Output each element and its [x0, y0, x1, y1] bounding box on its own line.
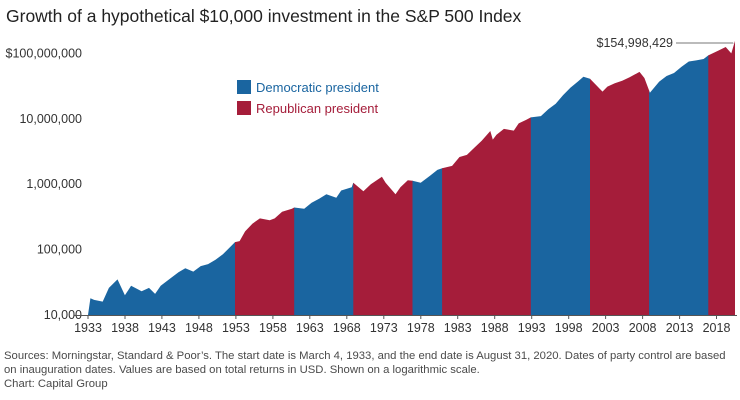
legend: Democratic president Republican president	[237, 80, 379, 116]
y-tick-label: 10,000	[44, 308, 82, 322]
chart-credit: Chart: Capital Group	[4, 378, 108, 390]
x-tick-label: 1938	[111, 321, 139, 335]
x-tick-label: 1988	[481, 321, 509, 335]
annotation-label: $154,998,429	[597, 36, 674, 50]
party-band-dem	[649, 40, 709, 315]
x-tick-label: 1943	[148, 321, 176, 335]
party-band-rep	[590, 40, 650, 315]
x-tick-label: 2018	[703, 321, 731, 335]
x-tick-label: 1933	[74, 321, 102, 335]
party-band-dem	[88, 40, 236, 315]
legend-swatch-rep	[237, 101, 251, 115]
party-band-dem	[530, 40, 591, 315]
y-tick-label: 1,000,000	[26, 177, 82, 191]
legend-swatch-dem	[237, 80, 251, 94]
x-tick-label: 2013	[666, 321, 694, 335]
chart-canvas: 10,000 100,000 1,000,000 10,000,000 $100,000…	[6, 36, 737, 335]
annotations: $154,998,429	[597, 36, 734, 50]
x-tick-label: 1978	[407, 321, 435, 335]
x-tick-label: 1953	[222, 321, 250, 335]
party-band-rep	[442, 40, 532, 315]
sources-note: Sources: Morningstar, Standard & Poor’s.…	[4, 350, 726, 376]
party-band-rep	[708, 40, 735, 315]
x-tick-label: 1998	[555, 321, 583, 335]
x-tick-label: 1948	[185, 321, 213, 335]
party-band-rep	[235, 40, 295, 315]
x-tick-label: 1993	[518, 321, 546, 335]
chart-title: Growth of a hypothetical $10,000 investm…	[6, 6, 522, 26]
x-tick-label: 1963	[296, 321, 324, 335]
x-tick-label: 1983	[444, 321, 472, 335]
y-tick-label: $100,000,000	[6, 46, 83, 60]
x-tick-label: 2003	[592, 321, 620, 335]
x-axis: 1933 1938 1943 1948 1953 1958 1963 1968 1973 1978…	[74, 315, 737, 335]
x-tick-label: 1958	[259, 321, 287, 335]
party-band-dem	[294, 40, 354, 315]
party-bands	[88, 40, 735, 315]
y-axis: 10,000 100,000 1,000,000 10,000,000 $100,000…	[6, 46, 83, 322]
x-tick-label: 2008	[629, 321, 657, 335]
x-tick-label: 1968	[333, 321, 361, 335]
legend-label-dem: Democratic president	[256, 80, 379, 95]
y-tick-label: 100,000	[37, 243, 82, 257]
party-band-rep	[353, 40, 413, 315]
legend-label-rep: Republican president	[256, 101, 379, 116]
y-tick-label: 10,000,000	[19, 112, 82, 126]
footnote: Sources: Morningstar, Standard & Poor’s.…	[4, 349, 736, 391]
party-band-dem	[412, 40, 443, 315]
x-tick-label: 1973	[370, 321, 398, 335]
